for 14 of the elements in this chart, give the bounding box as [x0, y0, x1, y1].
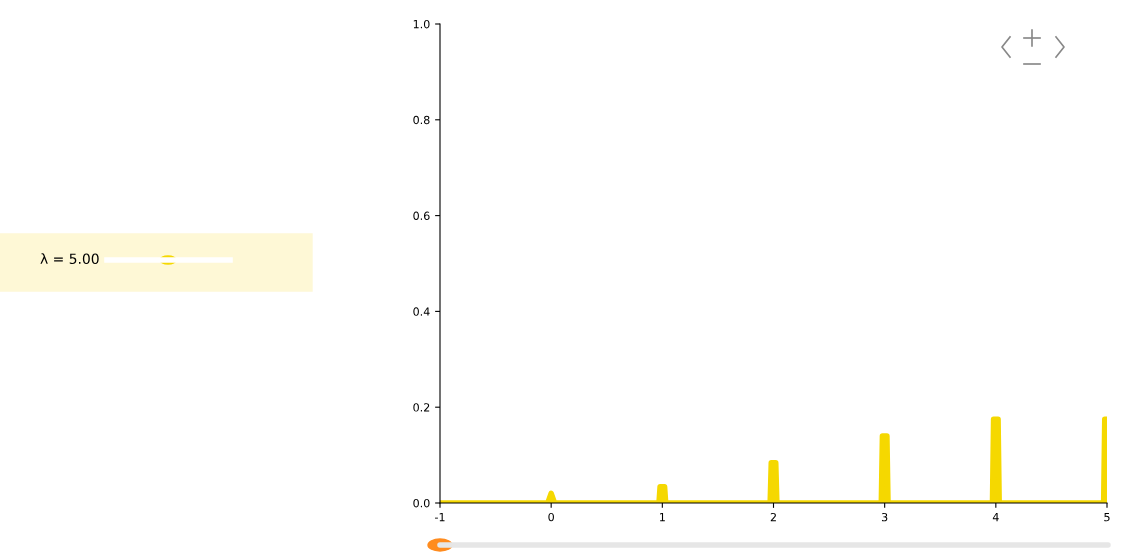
y-tick-label: 0.2 — [413, 403, 430, 412]
x-tick-label: 1 — [660, 513, 665, 522]
y-tick-label: 0.4 — [413, 307, 430, 316]
y-tick-label: 0.0 — [413, 498, 430, 508]
y-tick-label: 1.0 — [413, 19, 430, 29]
x-tick-label: 3 — [881, 512, 888, 522]
text: λ = 5.00 — [40, 253, 99, 265]
x-tick-label: 5 — [1104, 513, 1110, 522]
x-tick-label: 2 — [770, 512, 776, 522]
x-tick-label: 0 — [548, 512, 554, 522]
y-tick-label: 0.6 — [413, 211, 430, 220]
y-tick-label: 0.8 — [413, 115, 430, 125]
x-tick-label: -1 — [435, 513, 445, 522]
x-tick-label: 4 — [992, 513, 999, 522]
